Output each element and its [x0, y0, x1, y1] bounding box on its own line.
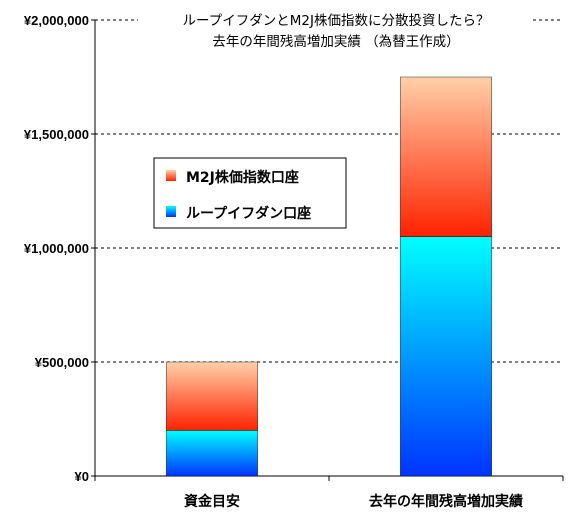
bars [166, 76, 492, 477]
bar-segment [166, 430, 258, 477]
chart-title: ループイフダンとM2J株価指数に分散投資したら？ [183, 13, 490, 29]
y-tick-label: ¥1,500,000 [24, 127, 89, 142]
legend-label-loop-ifdone: ループイフダン口座 [186, 205, 311, 222]
x-category-label: 資金目安 [184, 493, 240, 510]
x-category-labels: 資金目安 去年の年間残高増加実績 [184, 493, 523, 510]
bar-segment [166, 361, 258, 431]
chart-subtitle: 去年の年間残高増加実績 （為替王作成） [212, 33, 459, 50]
y-tick-label: ¥500,000 [35, 355, 89, 370]
axes [91, 19, 564, 481]
title-background [138, 6, 533, 55]
y-tick-label: ¥1,000,000 [24, 241, 89, 256]
legend-label-m2j: M2J株価指数口座 [186, 169, 299, 186]
legend: M2J株価指数口座 ループイフダン口座 [153, 157, 347, 229]
bar-segment [400, 76, 492, 237]
legend-swatch-m2j [166, 170, 176, 181]
legend-swatch-loop-ifdone [166, 206, 176, 217]
title-block: ループイフダンとM2J株価指数に分散投資したら？ 去年の年間残高増加実績 （為替… [138, 6, 533, 55]
y-tick-label: ¥0 [75, 469, 89, 484]
bar-segment [400, 236, 492, 477]
x-category-label: 去年の年間残高増加実績 [369, 493, 523, 510]
y-tick-label: ¥2,000,000 [24, 13, 89, 28]
y-tick-labels: ¥0 ¥500,000 ¥1,000,000 ¥1,500,000 ¥2,000,000 [24, 13, 89, 484]
legend-box [153, 157, 347, 229]
